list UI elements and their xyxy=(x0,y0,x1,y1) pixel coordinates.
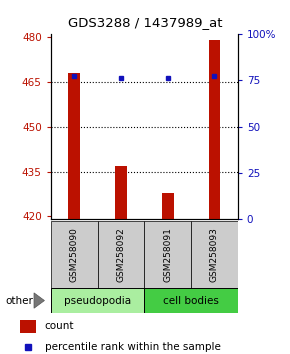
Text: GDS3288 / 1437989_at: GDS3288 / 1437989_at xyxy=(68,17,222,29)
Text: cell bodies: cell bodies xyxy=(163,296,219,306)
Polygon shape xyxy=(34,293,44,308)
Text: GSM258090: GSM258090 xyxy=(70,227,79,282)
Bar xyxy=(51,221,97,289)
Bar xyxy=(162,193,173,219)
Bar xyxy=(20,320,37,333)
Text: pseudopodia: pseudopodia xyxy=(64,296,131,306)
Text: GSM258091: GSM258091 xyxy=(163,227,172,282)
Text: count: count xyxy=(45,321,74,331)
Bar xyxy=(115,166,127,219)
Bar xyxy=(144,288,238,313)
Bar xyxy=(97,221,144,289)
Bar xyxy=(191,221,238,289)
Bar xyxy=(51,288,144,313)
Text: GSM258092: GSM258092 xyxy=(116,228,125,282)
Bar xyxy=(209,40,220,219)
Text: other: other xyxy=(6,296,34,306)
Bar xyxy=(68,73,80,219)
Bar xyxy=(144,221,191,289)
Text: percentile rank within the sample: percentile rank within the sample xyxy=(45,342,221,352)
Text: GSM258093: GSM258093 xyxy=(210,227,219,282)
